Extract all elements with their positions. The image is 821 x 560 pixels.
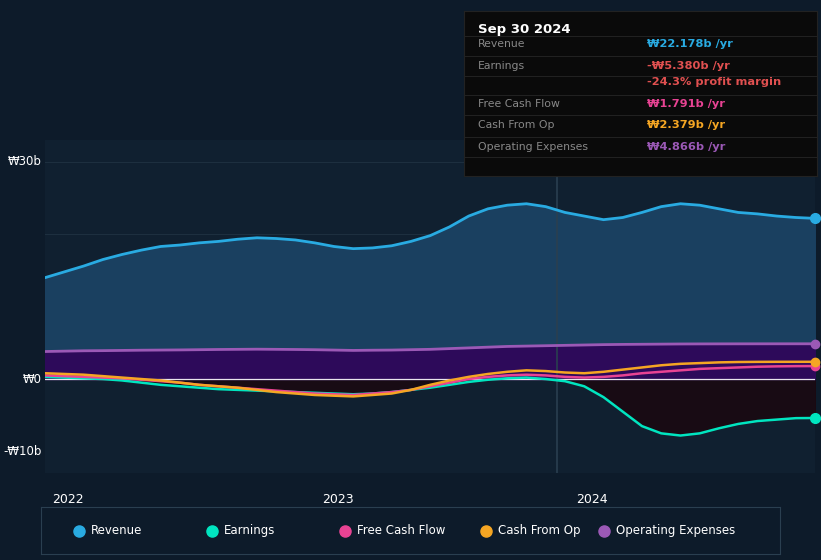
Text: Cash From Op: Cash From Op	[498, 524, 580, 537]
Text: 2024: 2024	[576, 493, 608, 506]
Text: Revenue: Revenue	[478, 39, 525, 49]
Text: -24.3% profit margin: -24.3% profit margin	[648, 77, 782, 87]
Text: Operating Expenses: Operating Expenses	[616, 524, 735, 537]
Text: Free Cash Flow: Free Cash Flow	[478, 99, 560, 109]
Text: ₩2.379b /yr: ₩2.379b /yr	[648, 120, 726, 130]
Text: -₩5.380b /yr: -₩5.380b /yr	[648, 60, 731, 71]
Text: ₩1.791b /yr: ₩1.791b /yr	[648, 99, 726, 109]
Text: 2022: 2022	[53, 493, 84, 506]
Text: ₩4.866b /yr: ₩4.866b /yr	[648, 142, 726, 152]
Text: ₩0: ₩0	[22, 372, 41, 385]
Text: -₩10b: -₩10b	[3, 445, 41, 458]
Text: Earnings: Earnings	[224, 524, 276, 537]
Text: Sep 30 2024: Sep 30 2024	[478, 23, 571, 36]
Text: Revenue: Revenue	[91, 524, 143, 537]
Text: ₩22.178b /yr: ₩22.178b /yr	[648, 39, 733, 49]
Text: ₩30b: ₩30b	[7, 155, 41, 168]
Text: Operating Expenses: Operating Expenses	[478, 142, 588, 152]
Text: Free Cash Flow: Free Cash Flow	[357, 524, 446, 537]
Text: 2023: 2023	[322, 493, 354, 506]
Text: Earnings: Earnings	[478, 60, 525, 71]
Text: Cash From Op: Cash From Op	[478, 120, 554, 130]
